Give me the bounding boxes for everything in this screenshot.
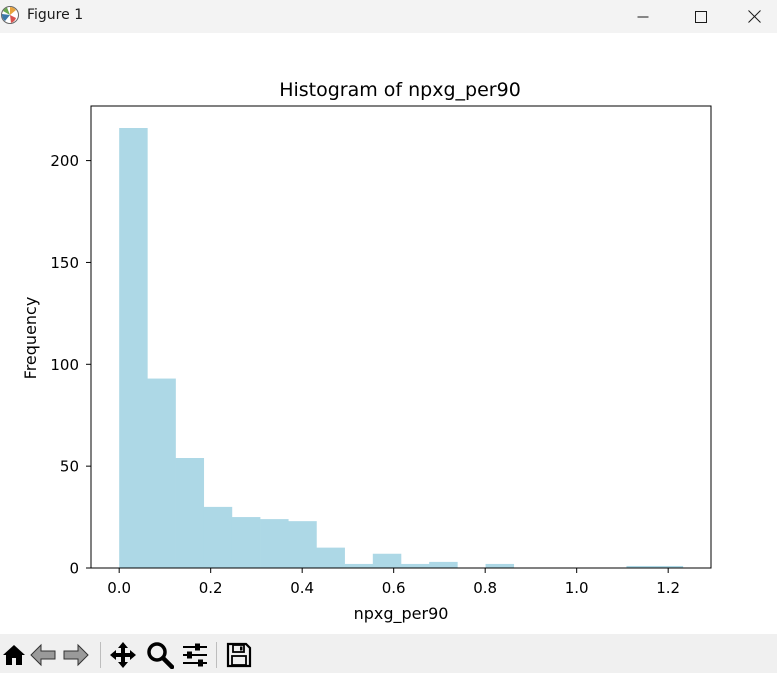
zoom-button[interactable] [146, 641, 174, 669]
histogram-bar [316, 547, 345, 568]
close-button[interactable] [731, 0, 777, 33]
histogram-bar [654, 565, 684, 568]
forward-icon [63, 643, 89, 667]
maximize-icon [695, 10, 707, 23]
toolbar-separator [216, 642, 217, 668]
toolbar-separator [100, 642, 101, 668]
bars-group [119, 128, 684, 568]
y-axis-label: Frequency [21, 297, 40, 380]
histogram-bar [626, 565, 655, 568]
histogram-bar [429, 561, 458, 568]
x-tick-label: 0.0 [107, 579, 131, 597]
histogram-bar [260, 519, 289, 568]
histogram-bar [288, 521, 317, 568]
x-tick-label: 1.0 [565, 579, 589, 597]
y-ticks: 0 50 100 150 200 [50, 152, 91, 578]
close-icon [747, 10, 761, 23]
minimize-button[interactable] [620, 0, 666, 33]
back-icon [30, 643, 56, 667]
navigation-toolbar [0, 634, 777, 673]
x-tick-label: 0.4 [290, 579, 314, 597]
histogram-bar [119, 128, 148, 568]
forward-button[interactable] [62, 641, 90, 669]
maximize-button[interactable] [678, 0, 724, 33]
x-tick-label: 0.6 [382, 579, 406, 597]
home-button[interactable] [0, 641, 28, 669]
back-button[interactable] [29, 641, 57, 669]
window-title: Figure 1 [27, 7, 84, 23]
x-axis-label: npxg_per90 [354, 604, 449, 624]
y-tick-label: 100 [50, 356, 79, 374]
histogram-bar [203, 506, 233, 568]
histogram-bar [231, 517, 261, 568]
histogram-bar [147, 378, 176, 568]
histogram-bar [485, 563, 515, 568]
minimize-icon [637, 16, 649, 17]
histogram-bar [401, 563, 430, 568]
save-button[interactable] [225, 641, 253, 669]
configure-subplots-icon [183, 643, 207, 667]
save-icon [226, 642, 252, 668]
y-tick-label: 0 [69, 560, 79, 578]
pan-icon [110, 642, 136, 668]
y-tick-label: 200 [50, 152, 79, 170]
chart-title: Histogram of npxg_per90 [279, 79, 521, 101]
figure-canvas[interactable]: Histogram of npxg_per90 0.0 0.2 0.4 0.6 0.8 1… [0, 33, 777, 634]
pan-button[interactable] [109, 641, 137, 669]
x-ticks: 0.0 0.2 0.4 0.6 0.8 1.0 1.2 [107, 568, 680, 597]
home-icon [3, 645, 25, 665]
zoom-icon [147, 642, 174, 669]
histogram-bar [344, 563, 374, 568]
window-titlebar: Figure 1 [0, 0, 777, 33]
y-tick-label: 50 [60, 458, 79, 476]
configure-subplots-button[interactable] [181, 641, 209, 669]
x-tick-label: 0.2 [199, 579, 223, 597]
axes-frame [90, 105, 712, 569]
histogram-chart: Histogram of npxg_per90 0.0 0.2 0.4 0.6 0.8 1… [21, 79, 712, 624]
histogram-bar [175, 458, 205, 568]
x-tick-label: 0.8 [473, 579, 497, 597]
histogram-bar [372, 553, 402, 568]
y-tick-label: 150 [50, 254, 79, 272]
x-tick-label: 1.2 [656, 579, 680, 597]
matplotlib-logo-icon [1, 6, 19, 24]
